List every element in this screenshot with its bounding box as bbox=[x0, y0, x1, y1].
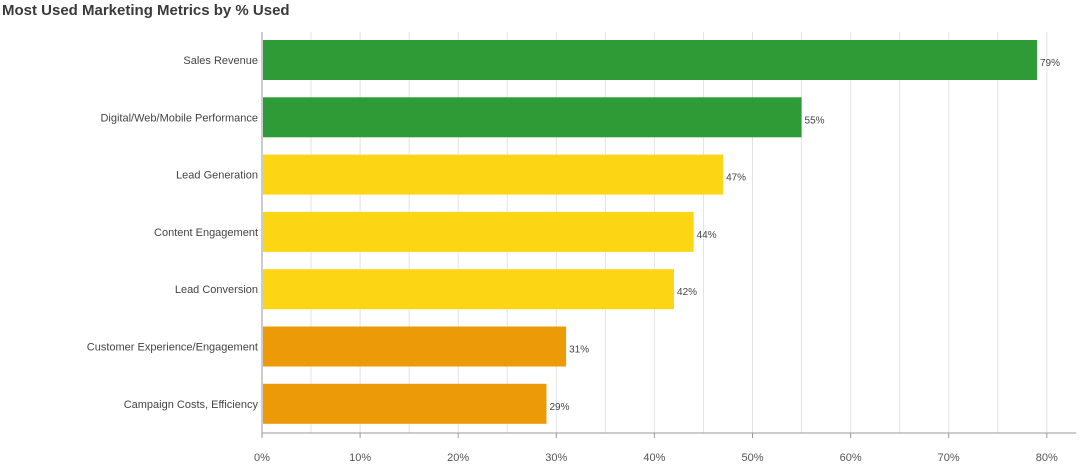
bar bbox=[263, 154, 724, 195]
bar bbox=[263, 97, 802, 138]
bar bbox=[263, 326, 567, 367]
bar bbox=[263, 211, 694, 252]
value-label: 79% bbox=[1040, 58, 1060, 69]
bar bbox=[263, 383, 547, 424]
value-label: 44% bbox=[697, 230, 717, 241]
x-tick-label: 80% bbox=[1036, 452, 1058, 464]
category-label: Lead Conversion bbox=[175, 284, 258, 296]
category-label: Digital/Web/Mobile Performance bbox=[100, 112, 258, 124]
category-label: Sales Revenue bbox=[183, 55, 258, 67]
x-tick-label: 10% bbox=[349, 452, 371, 464]
category-label: Content Engagement bbox=[154, 227, 258, 239]
value-label: 55% bbox=[805, 115, 825, 126]
x-tick-label: 20% bbox=[447, 452, 469, 464]
x-tick-label: 40% bbox=[643, 452, 665, 464]
x-tick-label: 70% bbox=[938, 452, 960, 464]
chart-title: Most Used Marketing Metrics by % Used bbox=[2, 2, 290, 19]
x-tick-label: 0% bbox=[254, 452, 270, 464]
category-label: Lead Generation bbox=[176, 170, 258, 182]
bar bbox=[263, 269, 675, 310]
x-tick-label: 60% bbox=[840, 452, 862, 464]
value-label: 29% bbox=[549, 402, 569, 413]
value-label: 31% bbox=[569, 345, 589, 356]
category-label: Campaign Costs, Efficiency bbox=[124, 399, 259, 411]
category-label: Customer Experience/Engagement bbox=[87, 342, 258, 354]
x-tick-label: 30% bbox=[545, 452, 567, 464]
value-label: 47% bbox=[726, 173, 746, 184]
bar bbox=[263, 40, 1037, 80]
x-tick-label: 50% bbox=[741, 452, 763, 464]
value-label: 42% bbox=[677, 287, 697, 298]
